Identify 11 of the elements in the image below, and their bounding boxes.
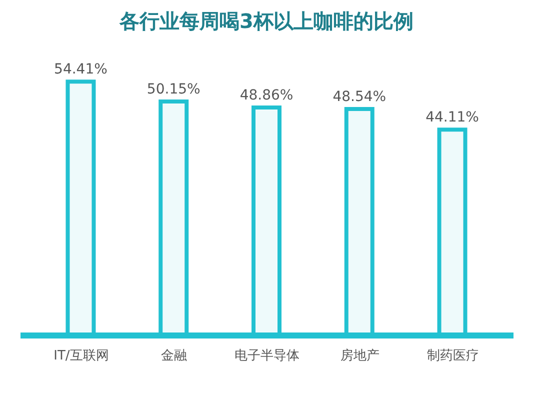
chart-title: 各行业每周喝3杯以上咖啡的比例 bbox=[118, 9, 414, 33]
x-tick-label: 电子半导体 bbox=[234, 348, 300, 364]
x-tick-label: IT/互联网 bbox=[54, 348, 109, 364]
x-tick-label: 金融 bbox=[161, 348, 188, 364]
data-label: 54.41% bbox=[54, 62, 108, 78]
x-tick-label: 房地产 bbox=[340, 348, 380, 364]
data-label: 48.54% bbox=[332, 88, 386, 105]
x-tick-label: 制药医疗 bbox=[426, 348, 479, 364]
data-label: 44.11% bbox=[426, 110, 479, 126]
data-label: 48.86% bbox=[240, 87, 294, 104]
data-label: 50.15% bbox=[146, 81, 200, 98]
